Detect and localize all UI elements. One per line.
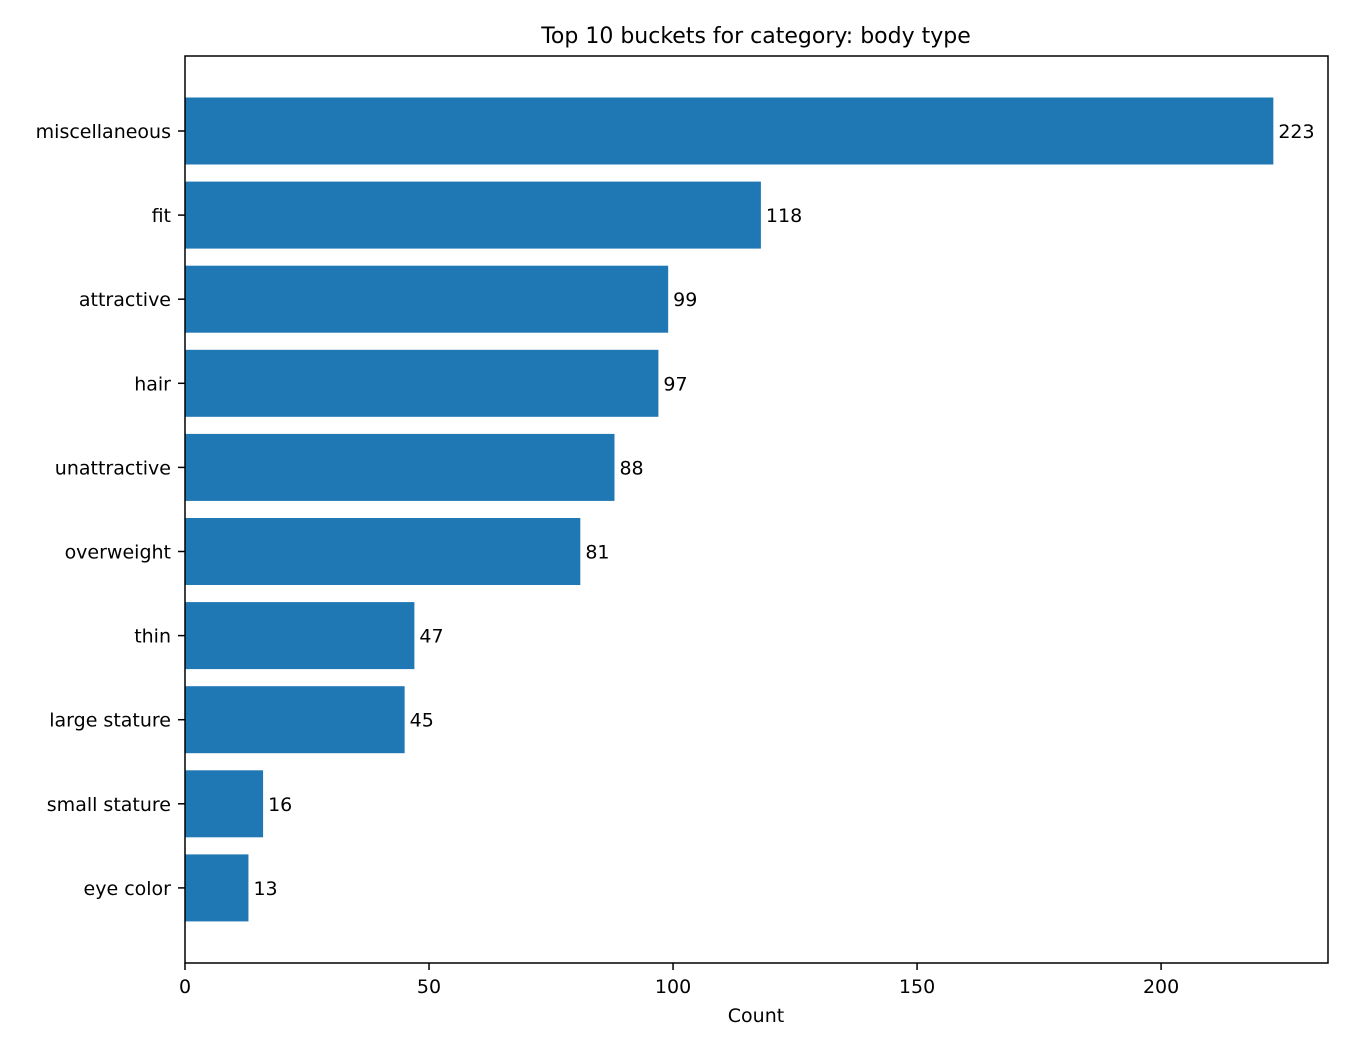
y-tick-label-fit: fit (152, 205, 171, 227)
x-tick-label-100: 100 (655, 976, 691, 998)
x-axis: 0 50 100 150 200 (179, 963, 1179, 998)
value-label-unattractive: 88 (619, 457, 643, 479)
value-label-miscellaneous: 223 (1278, 121, 1314, 143)
bar-miscellaneous (185, 97, 1274, 165)
x-tick-label-0: 0 (179, 976, 191, 998)
bar-thin (185, 602, 415, 670)
bar-fit (185, 181, 761, 249)
value-label-thin: 47 (419, 626, 443, 648)
y-tick-label-thin: thin (134, 626, 171, 648)
x-axis-label: Count (728, 1005, 784, 1027)
value-label-large-stature: 45 (410, 710, 434, 732)
value-label-hair: 97 (663, 373, 687, 395)
plot-frame (184, 55, 1329, 964)
x-tick-label-150: 150 (899, 976, 935, 998)
value-labels-layer: 223 118 99 97 88 81 47 45 16 13 (253, 121, 1314, 900)
bar-large-stature (185, 686, 405, 754)
y-axis: miscellaneous fit attractive hair unattracti… (36, 121, 185, 900)
value-label-fit: 118 (766, 205, 802, 227)
bar-hair (185, 349, 659, 417)
value-label-attractive: 99 (673, 289, 697, 311)
value-label-eye-color: 13 (253, 878, 277, 900)
chart-title: Top 10 buckets for category: body type (540, 24, 971, 49)
y-tick-label-hair: hair (134, 373, 171, 395)
value-label-overweight: 81 (585, 542, 609, 564)
bars-layer (185, 97, 1274, 922)
bar-attractive (185, 265, 669, 333)
y-tick-label-eye-color: eye color (84, 878, 172, 900)
value-label-small-stature: 16 (268, 794, 292, 816)
bar-small-stature (185, 770, 264, 838)
y-tick-label-small-stature: small stature (47, 794, 171, 816)
bar-unattractive (185, 433, 615, 501)
y-tick-label-attractive: attractive (79, 289, 171, 311)
x-tick-label-200: 200 (1143, 976, 1179, 998)
y-tick-label-miscellaneous: miscellaneous (36, 121, 171, 143)
x-tick-label-50: 50 (417, 976, 441, 998)
bar-eye-color (185, 854, 249, 922)
y-tick-label-unattractive: unattractive (55, 457, 171, 479)
bar-overweight (185, 518, 581, 585)
y-tick-label-overweight: overweight (65, 542, 171, 564)
y-tick-label-large-stature: large stature (49, 710, 171, 732)
